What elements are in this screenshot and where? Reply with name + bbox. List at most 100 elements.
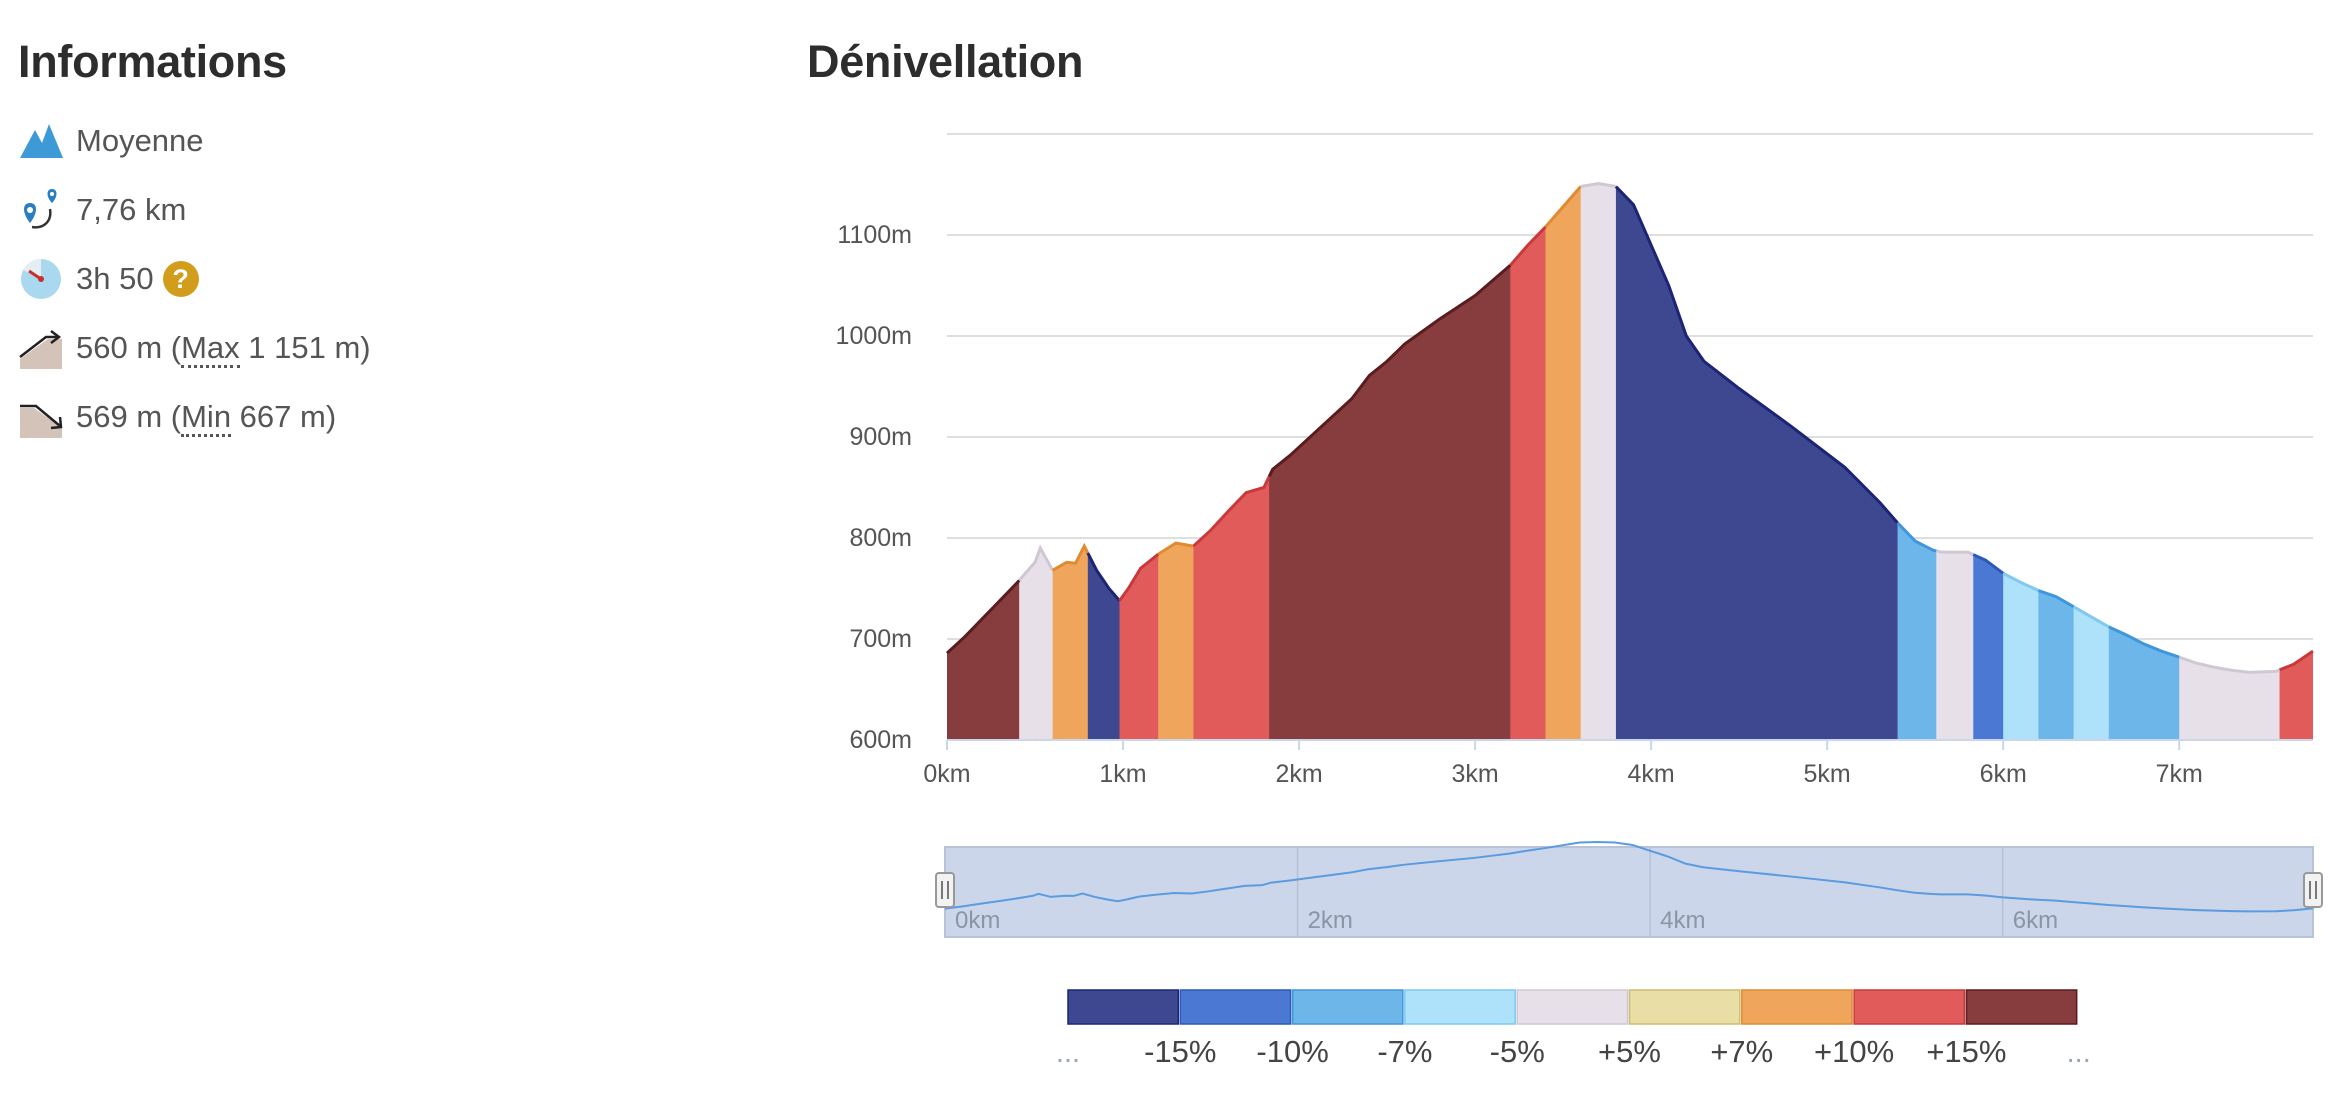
legend-label: -7% bbox=[1377, 1034, 1432, 1069]
route-pin-icon bbox=[18, 187, 64, 233]
y-tick-label: 1100m bbox=[837, 221, 912, 249]
legend-swatch[interactable] bbox=[1179, 989, 1292, 1025]
descent-min-abbr[interactable]: Min bbox=[181, 399, 232, 437]
y-tick-label: 600m bbox=[849, 726, 912, 754]
x-tick-label: 2km bbox=[1275, 760, 1322, 788]
profile-line bbox=[1267, 264, 1512, 478]
legend-label: -15% bbox=[1144, 1034, 1216, 1069]
slope-segment bbox=[1052, 183, 1089, 740]
profile-line bbox=[1192, 475, 1271, 548]
profile-line bbox=[2002, 572, 2040, 592]
profile-line bbox=[2278, 649, 2314, 672]
legend-label: ... bbox=[2067, 1037, 2091, 1069]
slope-segment bbox=[1897, 183, 1937, 740]
y-tick-label: 900m bbox=[849, 423, 912, 451]
x-tick-label: 7km bbox=[2156, 760, 2203, 788]
navigator-tick-label: 4km bbox=[1660, 907, 1705, 934]
info-panel: Informations Moyenne 7,76 km bbox=[18, 36, 718, 463]
descent-icon bbox=[18, 394, 64, 440]
legend-swatch[interactable] bbox=[1965, 989, 2078, 1025]
profile-line bbox=[945, 579, 1021, 655]
navigator-window[interactable] bbox=[944, 846, 2314, 938]
slope-segment bbox=[1269, 183, 1511, 740]
profile-line bbox=[1544, 185, 1582, 228]
legend-label: +7% bbox=[1710, 1034, 1773, 1069]
profile-line bbox=[1018, 544, 1054, 582]
slope-segment bbox=[1019, 183, 1054, 740]
y-tick-label: 1000m bbox=[836, 322, 912, 350]
navigator-tick-label: 6km bbox=[2013, 907, 2058, 934]
navigator-tick-label: 2km bbox=[1308, 907, 1353, 934]
legend-label: +5% bbox=[1598, 1034, 1661, 1069]
slope-segment bbox=[947, 183, 1020, 740]
legend-swatch[interactable] bbox=[1404, 989, 1516, 1025]
timer-icon bbox=[18, 256, 64, 302]
slope-segment bbox=[1936, 183, 1974, 740]
x-tick-label: 4km bbox=[1628, 760, 1675, 788]
slope-segment bbox=[2073, 183, 2110, 740]
profile-line bbox=[1580, 181, 1617, 188]
ascent-text: 560 m ( bbox=[76, 330, 182, 365]
profile-line bbox=[2037, 589, 2075, 608]
legend-label: +15% bbox=[1926, 1034, 2006, 1069]
legend-swatch[interactable] bbox=[1853, 989, 1966, 1025]
slope-segment bbox=[2003, 183, 2039, 740]
slope-segment bbox=[1193, 183, 1270, 740]
slope-segment bbox=[2179, 183, 2281, 740]
descent-min-text: 667 m) bbox=[231, 399, 337, 434]
info-title: Informations bbox=[18, 36, 287, 87]
y-tick-label: 800m bbox=[849, 524, 912, 552]
slope-segment bbox=[2279, 183, 2313, 740]
x-tick-label: 0km bbox=[923, 760, 970, 788]
slope-segment bbox=[2038, 183, 2075, 740]
profile-line bbox=[1051, 542, 1090, 572]
profile-line bbox=[1935, 549, 1974, 556]
profile-line bbox=[1614, 185, 1899, 524]
profile-line bbox=[2108, 625, 2180, 659]
legend-swatch[interactable] bbox=[1516, 989, 1629, 1025]
slope-segment bbox=[1119, 183, 1159, 740]
slope-segment bbox=[1158, 183, 1195, 740]
profile-line bbox=[2178, 655, 2281, 674]
slope-segment bbox=[1545, 183, 1582, 740]
ascent-row: 560 m (Max 1 151 m) bbox=[18, 325, 718, 371]
slope-segment bbox=[1510, 183, 1547, 740]
navigator-handle-left[interactable] bbox=[935, 872, 955, 908]
distance-row: 7,76 km bbox=[18, 187, 718, 233]
ascent-icon bbox=[18, 325, 64, 371]
elevation-section: Dénivellation bbox=[807, 36, 1083, 88]
legend-swatch[interactable] bbox=[1291, 989, 1404, 1025]
slope-segment bbox=[1973, 183, 2004, 740]
duration-row: 3h 50 ? bbox=[18, 256, 718, 302]
slope-segment bbox=[1615, 183, 1899, 740]
navigator-series bbox=[944, 841, 2314, 913]
navigator-handle-right[interactable] bbox=[2303, 872, 2323, 908]
y-tick-label: 700m bbox=[849, 625, 912, 653]
legend-swatch[interactable] bbox=[1628, 989, 1741, 1025]
legend-label: -5% bbox=[1490, 1034, 1545, 1069]
x-tick-label: 3km bbox=[1451, 760, 1498, 788]
legend-label: ... bbox=[1056, 1037, 1080, 1069]
legend-swatch[interactable] bbox=[1741, 989, 1853, 1025]
help-icon[interactable]: ? bbox=[162, 261, 199, 297]
descent-row: 569 m (Min 667 m) bbox=[18, 394, 718, 440]
mountain-icon bbox=[18, 118, 64, 164]
elevation-title: Dénivellation bbox=[807, 36, 1084, 87]
legend-swatch[interactable] bbox=[1067, 989, 1180, 1025]
legend-label: +10% bbox=[1814, 1034, 1894, 1069]
x-tick-label: 6km bbox=[1980, 760, 2027, 788]
navigator-tick-label: 0km bbox=[955, 907, 1000, 934]
profile-line bbox=[2072, 605, 2110, 629]
ascent-max-abbr[interactable]: Max bbox=[181, 330, 240, 368]
slope-segment bbox=[2108, 183, 2180, 740]
difficulty-row: Moyenne bbox=[18, 118, 718, 164]
x-tick-label: 1km bbox=[1099, 760, 1146, 788]
profile-line bbox=[1118, 552, 1160, 602]
profile-line bbox=[1896, 521, 1937, 553]
distance-value: 7,76 km bbox=[76, 192, 187, 227]
legend-label: -10% bbox=[1256, 1034, 1328, 1069]
descent-text: 569 m ( bbox=[76, 399, 182, 434]
profile-line bbox=[1972, 553, 2005, 575]
duration-value: 3h 50 bbox=[76, 261, 154, 296]
